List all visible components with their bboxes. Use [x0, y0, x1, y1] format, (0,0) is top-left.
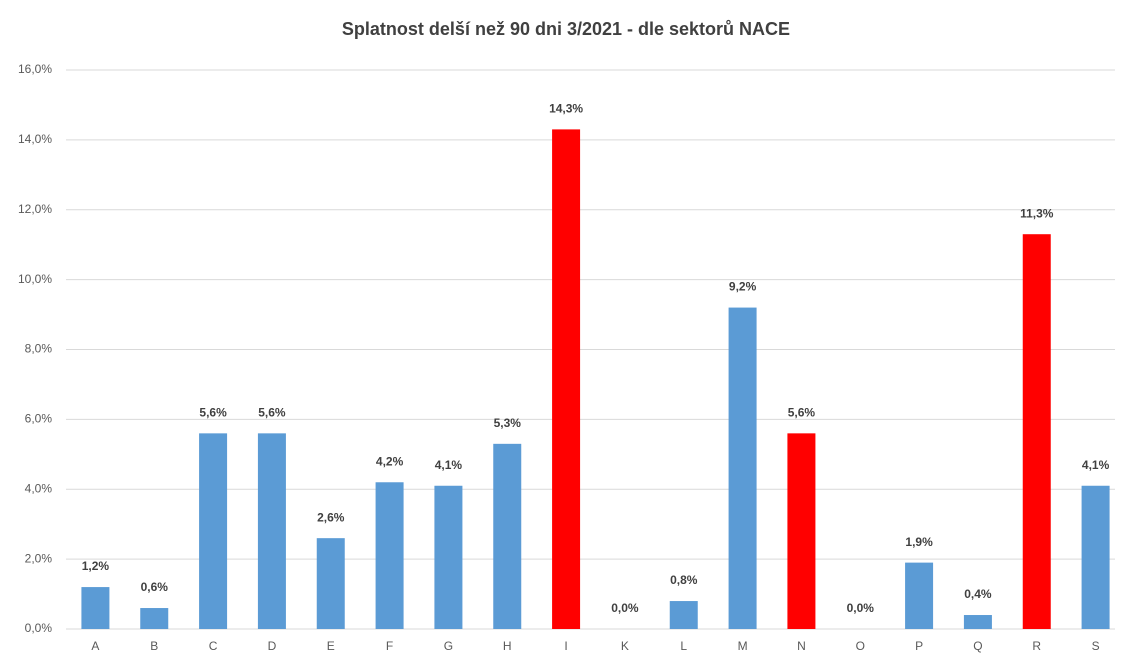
bar — [1081, 485, 1110, 629]
x-tick-label: C — [209, 639, 218, 653]
x-tick-label: N — [797, 639, 806, 653]
bar — [257, 433, 286, 629]
x-tick-label: I — [564, 639, 567, 653]
x-tick-label: F — [386, 639, 393, 653]
bar — [199, 433, 228, 629]
value-label: 9,2% — [729, 280, 757, 294]
x-tick-label: G — [444, 639, 453, 653]
value-label: 1,9% — [905, 535, 933, 549]
bar — [787, 433, 816, 629]
bar — [375, 482, 404, 629]
chart-title: Splatnost delší než 90 dni 3/2021 - dle … — [342, 19, 790, 39]
x-tick-label: S — [1092, 639, 1100, 653]
y-tick-label: 0,0% — [25, 621, 53, 635]
value-label: 11,3% — [1020, 206, 1054, 220]
bar — [140, 608, 169, 629]
x-tick-label: L — [680, 639, 687, 653]
bar — [1022, 234, 1051, 630]
value-label: 5,6% — [788, 406, 816, 420]
x-tick-label: D — [268, 639, 277, 653]
y-tick-label: 16,0% — [18, 62, 52, 76]
value-label: 0,0% — [847, 601, 875, 615]
y-tick-label: 12,0% — [18, 202, 52, 216]
x-tick-label: K — [621, 639, 629, 653]
value-label: 0,6% — [141, 580, 169, 594]
value-label: 1,2% — [82, 559, 110, 573]
value-label: 2,6% — [317, 510, 345, 524]
x-tick-label: O — [856, 639, 865, 653]
bar — [81, 587, 110, 629]
bar — [963, 615, 992, 629]
bar — [905, 562, 934, 629]
x-tick-label: R — [1032, 639, 1041, 653]
value-label: 4,1% — [1082, 458, 1110, 472]
x-tick-label: H — [503, 639, 512, 653]
bar — [434, 485, 463, 629]
value-label: 0,4% — [964, 587, 992, 601]
value-label: 4,1% — [435, 458, 463, 472]
y-tick-label: 6,0% — [25, 412, 53, 426]
x-tick-label: Q — [973, 639, 982, 653]
x-tick-label: P — [915, 639, 923, 653]
x-tick-label: A — [91, 639, 99, 653]
value-label: 0,0% — [611, 601, 639, 615]
value-label: 0,8% — [670, 573, 698, 587]
value-label: 4,2% — [376, 454, 404, 468]
y-tick-label: 2,0% — [25, 551, 53, 565]
y-tick-label: 8,0% — [25, 342, 53, 356]
value-label: 5,6% — [199, 406, 227, 420]
y-tick-label: 4,0% — [25, 481, 53, 495]
bar — [669, 601, 698, 629]
y-tick-label: 10,0% — [18, 272, 52, 286]
x-tick-label: E — [327, 639, 335, 653]
y-tick-label: 14,0% — [18, 132, 52, 146]
x-tick-label: B — [150, 639, 158, 653]
bar — [493, 443, 522, 629]
value-label: 5,3% — [494, 416, 522, 430]
bar — [552, 129, 581, 630]
value-label: 14,3% — [549, 102, 583, 116]
bar — [316, 538, 345, 629]
value-label: 5,6% — [258, 406, 286, 420]
bar — [728, 307, 757, 629]
x-tick-label: M — [738, 639, 748, 653]
